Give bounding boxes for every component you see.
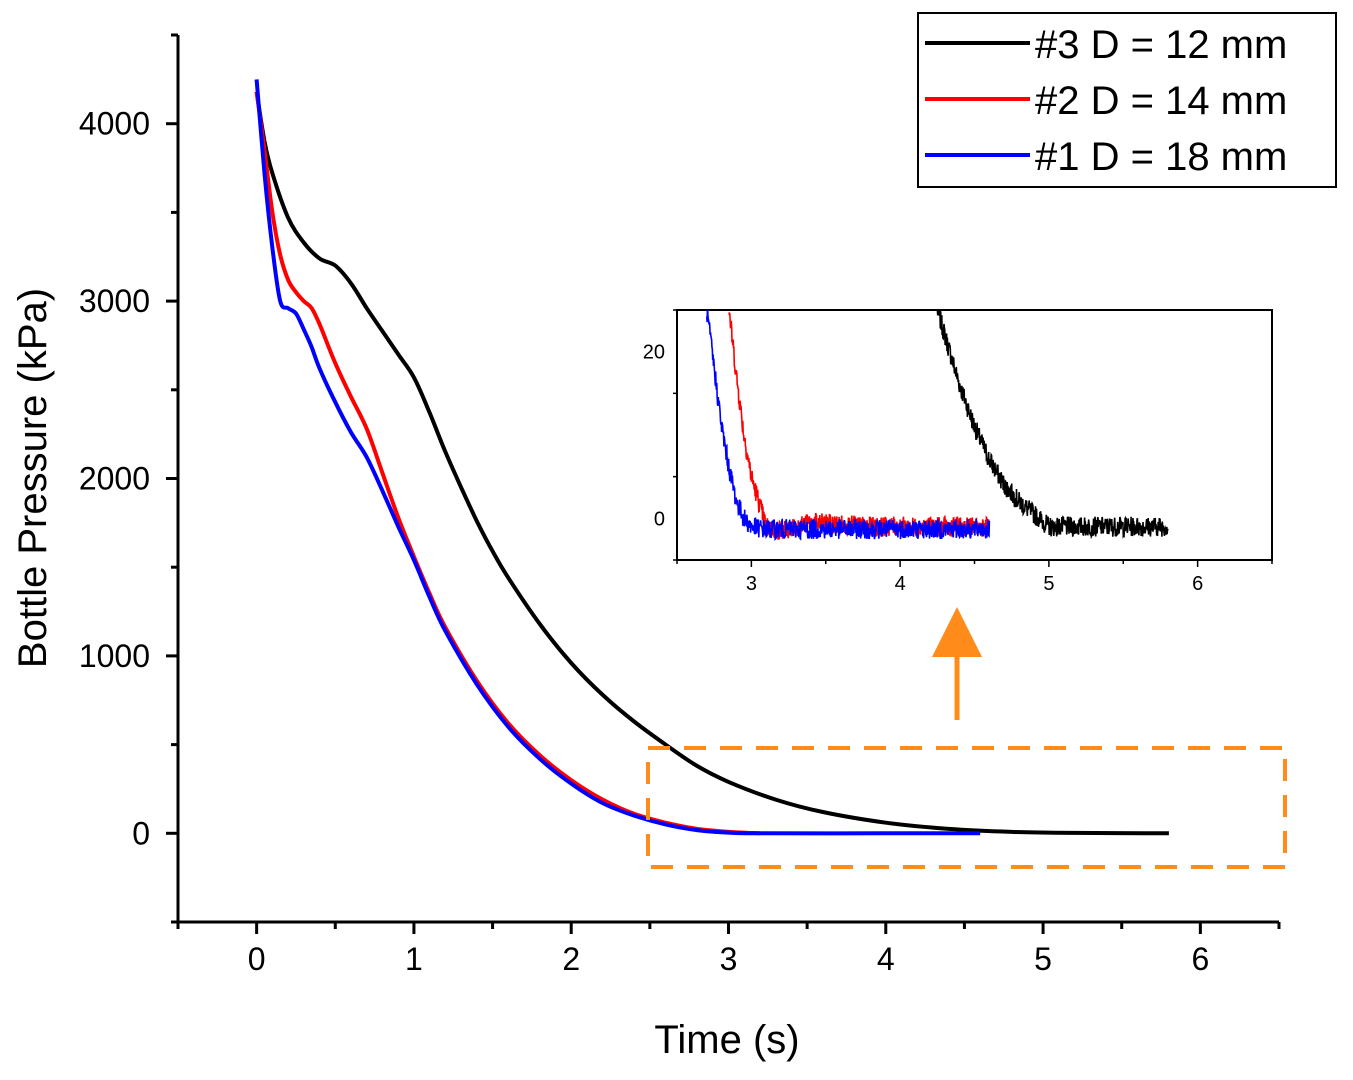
x-tick-label: 0	[248, 941, 266, 977]
inset-series-line-3	[706, 310, 991, 541]
inset-line-group	[706, 310, 1169, 541]
y-tick-label: 1000	[79, 638, 150, 674]
inset-series-line-1	[936, 310, 1169, 540]
inset-frame	[676, 309, 1273, 561]
inset-axes: 3 4 5 6 0 20	[643, 309, 1273, 595]
inset-x-tick-label: 5	[1043, 573, 1054, 595]
main-series-lines	[254, 79, 1169, 836]
inset-x-tick-label: 3	[746, 573, 757, 595]
inset-x-tick-label: 4	[895, 573, 906, 595]
inset-x-tick-label: 6	[1192, 573, 1203, 595]
x-tick-label: 4	[877, 941, 895, 977]
series-line-3	[254, 79, 981, 836]
legend: #3 D = 12 mm #2 D = 14 mm #1 D = 18 mm	[917, 12, 1337, 188]
x-tick-label: 2	[562, 941, 580, 977]
y-tick-label: 3000	[79, 283, 150, 319]
y-tick-label: 2000	[79, 461, 150, 497]
legend-label-2: #2 D = 14 mm	[1035, 79, 1287, 123]
x-tick-label: 5	[1034, 941, 1052, 977]
y-tick-label: 4000	[79, 106, 150, 142]
legend-label-1: #1 D = 18 mm	[1035, 135, 1287, 179]
x-tick-label: 1	[405, 941, 423, 977]
y-axis-label: Bottle Pressure (kPa)	[11, 288, 55, 668]
inset-y-tick-label: 20	[643, 342, 665, 364]
main-axes: 0 1 2 3 4 5 6 0 1000 2000 3000 4000	[79, 33, 1281, 977]
x-tick-label: 6	[1191, 941, 1209, 977]
y-tick-label: 0	[132, 815, 150, 851]
series-line-1	[254, 91, 1169, 836]
inset-series-lines	[706, 310, 1169, 541]
series-line-2	[254, 91, 761, 836]
x-axis-label: Time (s)	[654, 1018, 799, 1062]
zoom-region-box	[646, 746, 1287, 869]
inset-y-tick-label: 0	[654, 508, 665, 530]
legend-label-3: #3 D = 12 mm	[1035, 23, 1287, 67]
x-tick-label: 3	[720, 941, 738, 977]
